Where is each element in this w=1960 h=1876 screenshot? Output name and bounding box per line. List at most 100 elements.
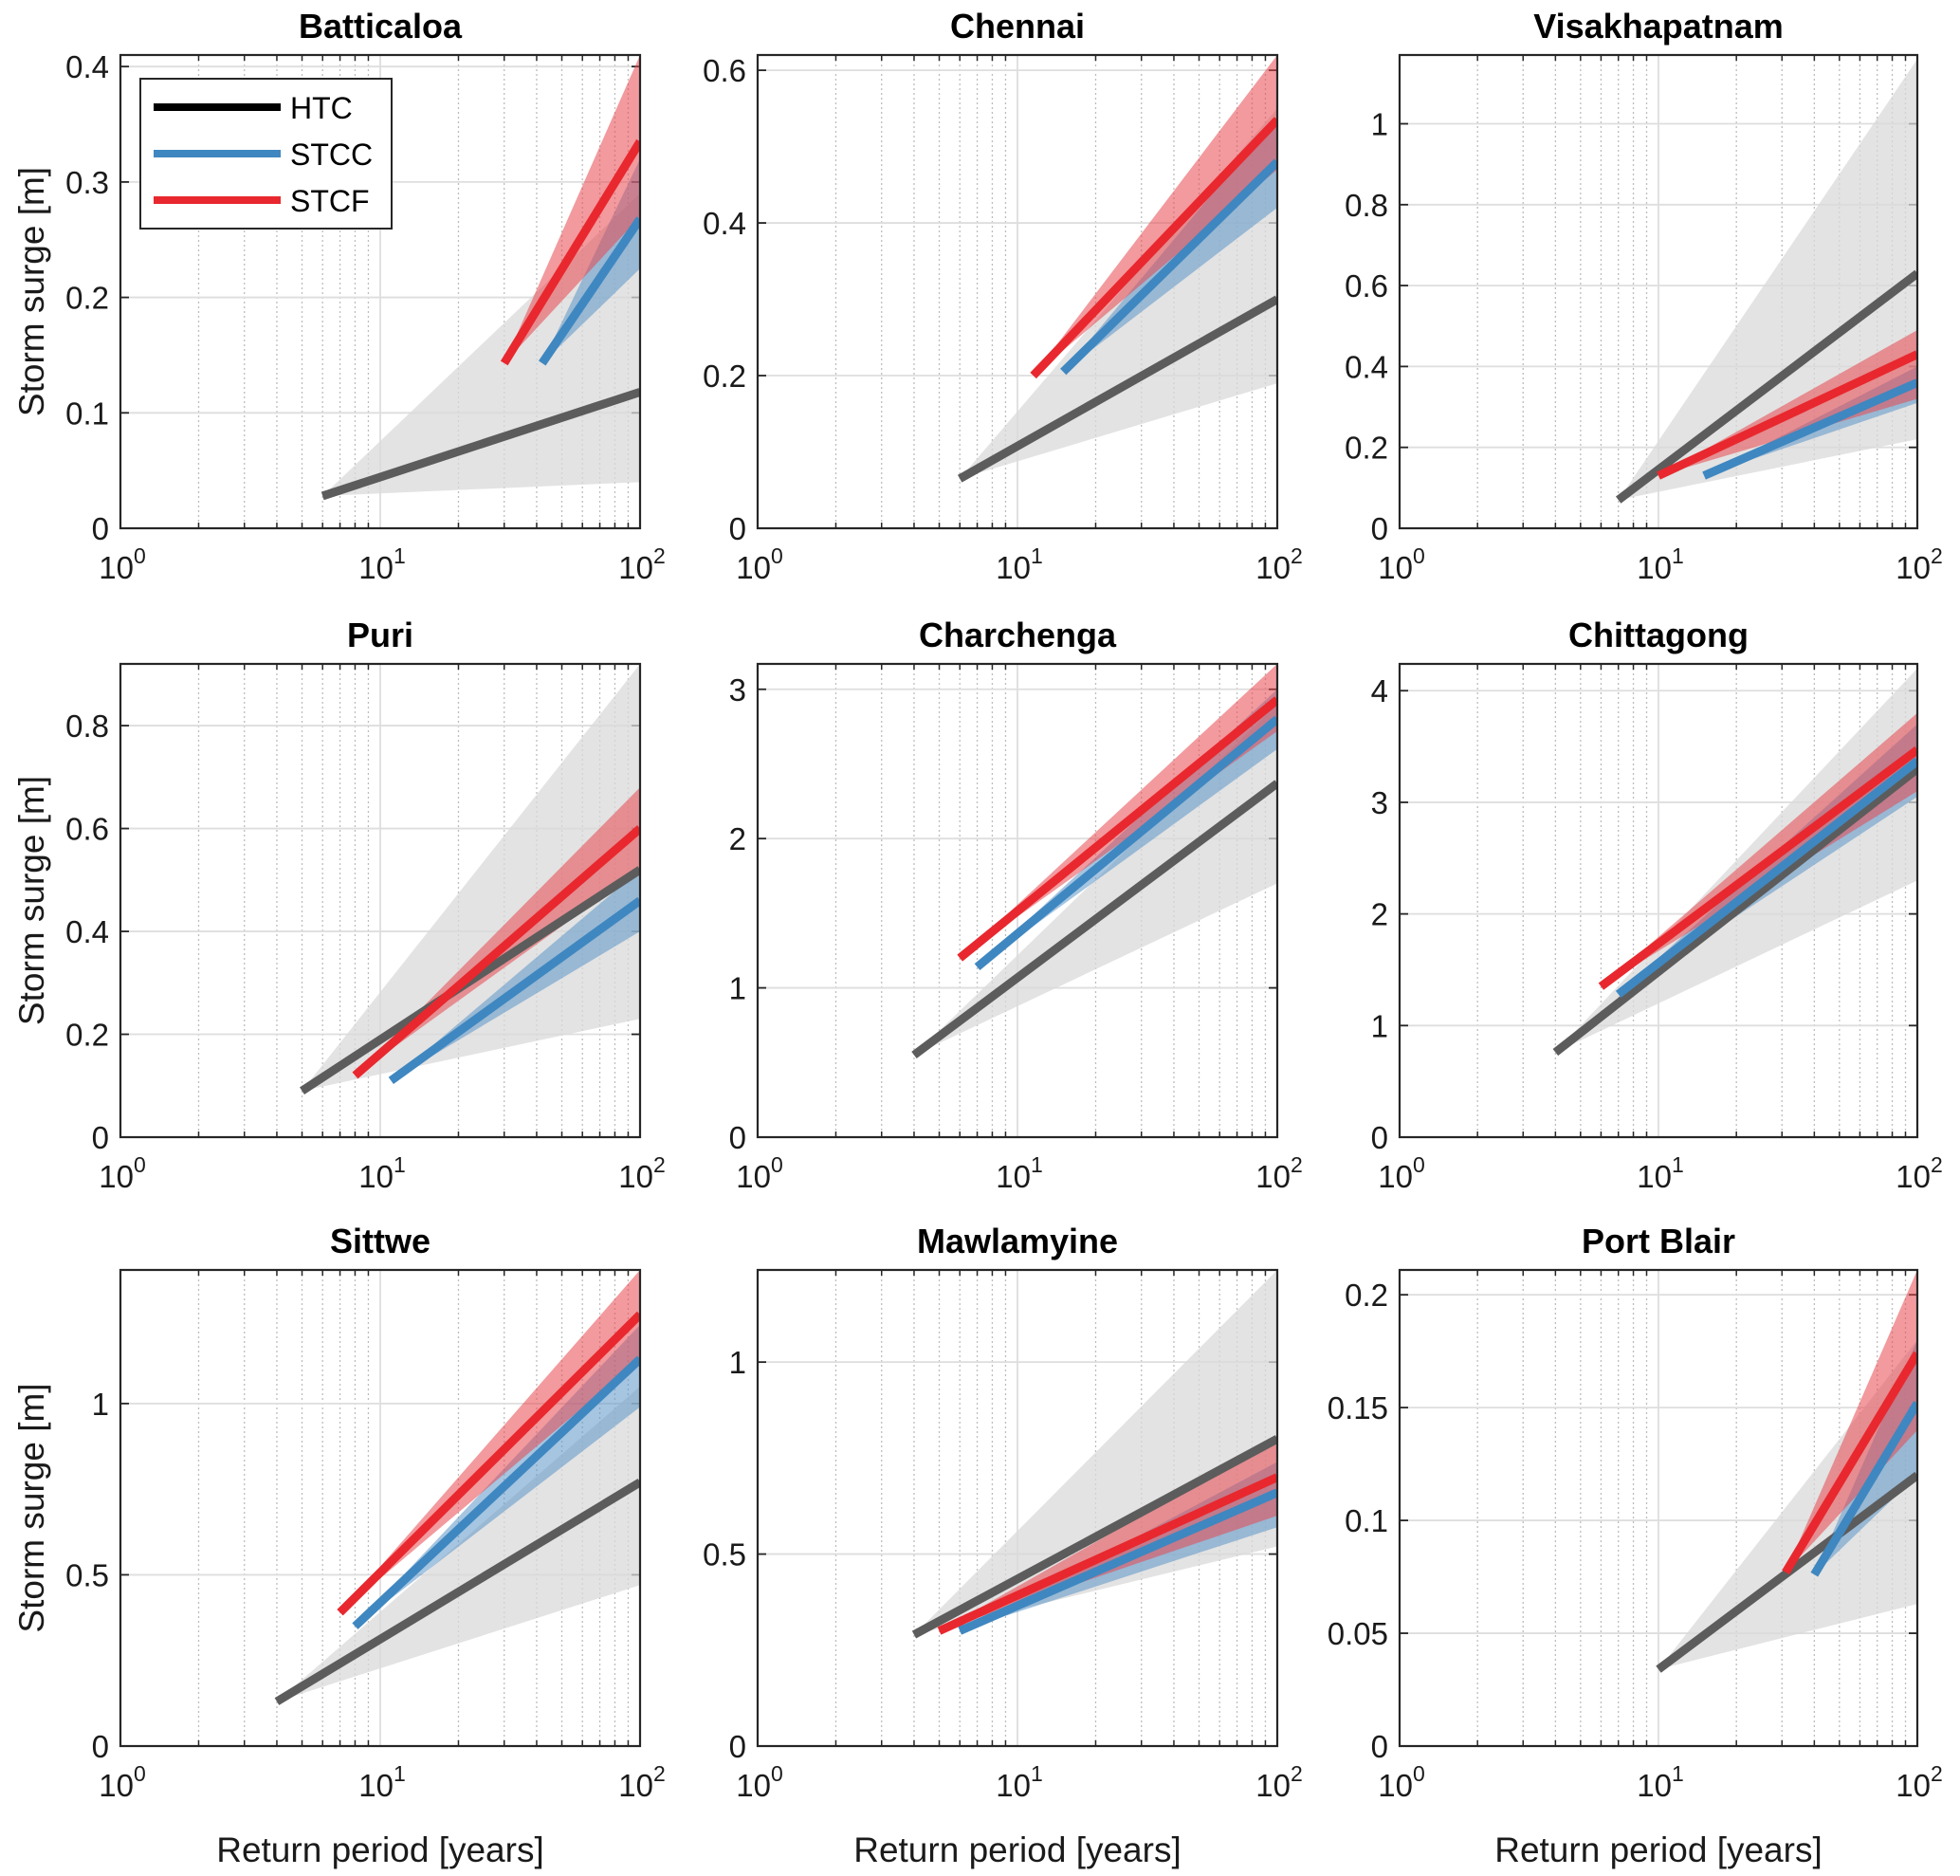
x-tick-exponent: 2	[653, 1152, 666, 1177]
y-axis-label: Storm surge [m]	[12, 167, 51, 416]
band-stcf	[355, 787, 640, 1076]
x-tick-label: 101	[996, 1152, 1043, 1194]
x-tick-exponent: 0	[1413, 543, 1425, 568]
line-htc	[911, 780, 1277, 1059]
line-htc	[321, 388, 640, 501]
y-tick-label: 0.8	[1345, 188, 1388, 223]
y-tick-label: 0	[92, 1729, 109, 1764]
x-tick-base: 10	[358, 1159, 394, 1194]
x-tick-exponent: 1	[394, 543, 406, 568]
band-stcf	[1033, 55, 1277, 377]
y-tick-label: 0	[1371, 1120, 1388, 1155]
x-tick-label: 100	[1378, 1152, 1425, 1194]
y-tick-label: 0.4	[1345, 349, 1388, 384]
panel-title: Batticaloa	[299, 7, 463, 46]
y-tick-label: 2	[1371, 897, 1388, 932]
x-tick-base: 10	[996, 1159, 1031, 1194]
x-tick-base: 10	[1255, 550, 1291, 585]
axes-frame	[1398, 662, 1919, 1139]
x-tick-exponent: 2	[1291, 1761, 1303, 1786]
x-tick-label: 100	[99, 1152, 146, 1194]
x-tick-label: 100	[99, 1761, 146, 1803]
line-stcf	[937, 1473, 1277, 1635]
y-tick-label: 0.2	[65, 1018, 109, 1053]
x-tick-label: 102	[1896, 1761, 1943, 1803]
line-stcc	[1615, 757, 1917, 998]
y-tick-label: 1	[729, 1345, 746, 1380]
series-group	[911, 664, 1277, 1059]
legend: HTC STCC STCF	[139, 78, 393, 230]
y-tick-label: 0.8	[65, 708, 109, 744]
line-htc	[911, 1435, 1277, 1639]
y-axis-label: Storm surge [m]	[12, 1383, 51, 1632]
axes-frame	[1398, 53, 1919, 530]
y-axis-label: Storm surge [m]	[12, 776, 51, 1025]
band-stcc	[541, 158, 640, 363]
y-tick-label: 0	[729, 1729, 746, 1764]
x-tick-base: 10	[1637, 1768, 1672, 1803]
x-tick-exponent: 0	[771, 1761, 783, 1786]
x-tick-base: 10	[99, 550, 134, 585]
x-tick-base: 10	[99, 1159, 134, 1194]
x-tick-label: 100	[736, 543, 783, 585]
legend-label-htc: HTC	[290, 91, 353, 125]
y-tick-label: 0.2	[703, 359, 746, 394]
line-stcc	[1060, 158, 1277, 376]
x-tick-exponent: 2	[653, 1761, 666, 1786]
y-tick-label: 0.2	[65, 281, 109, 316]
series-group	[300, 664, 640, 1094]
band-stcf	[1601, 712, 1917, 987]
y-tick-label: 3	[729, 672, 746, 708]
line-stcc	[539, 216, 640, 366]
line-htc	[957, 295, 1277, 483]
band-htc	[960, 108, 1277, 479]
line-stcf	[352, 825, 640, 1079]
x-tick-exponent: 2	[1291, 1152, 1303, 1177]
line-htc	[274, 1479, 640, 1705]
x-tick-base: 10	[1896, 1159, 1931, 1194]
x-tick-exponent: 1	[1672, 1152, 1684, 1177]
panel-title: Charchenga	[919, 616, 1117, 654]
x-tick-label: 102	[1255, 1152, 1303, 1194]
x-tick-base: 10	[1637, 550, 1672, 585]
panel-title: Chittagong	[1568, 616, 1749, 654]
x-tick-base: 10	[736, 1768, 771, 1803]
x-tick-exponent: 2	[1931, 543, 1943, 568]
x-tick-label: 102	[1255, 1761, 1303, 1803]
x-tick-base: 10	[996, 550, 1031, 585]
y-tick-label: 0	[92, 1120, 109, 1155]
panel-title: Chennai	[950, 7, 1085, 46]
x-tick-base: 10	[1378, 1768, 1413, 1803]
x-tick-base: 10	[1378, 550, 1413, 585]
series-group	[1552, 668, 1917, 1057]
x-tick-base: 10	[618, 1159, 653, 1194]
x-tick-label: 101	[358, 1761, 406, 1803]
x-axis-label: Return period [years]	[1494, 1830, 1823, 1869]
line-stcc	[1702, 378, 1917, 480]
axes-frame	[119, 53, 642, 530]
series-group	[321, 55, 640, 501]
x-tick-exponent: 2	[1291, 543, 1303, 568]
y-tick-label: 0.05	[1328, 1616, 1388, 1651]
x-tick-exponent: 0	[134, 1152, 146, 1177]
y-tick-label: 0.3	[65, 165, 109, 200]
x-tick-exponent: 2	[653, 543, 666, 568]
x-tick-exponent: 1	[1031, 1761, 1043, 1786]
band-stcc	[977, 689, 1277, 967]
series-group	[1656, 1270, 1917, 1673]
axes-frame	[119, 662, 642, 1139]
axes-frame	[756, 53, 1279, 530]
x-tick-exponent: 1	[394, 1152, 406, 1177]
panel-title: Sittwe	[330, 1222, 430, 1260]
axes-frame	[1398, 1268, 1919, 1748]
x-tick-label: 100	[1378, 1761, 1425, 1803]
series-group	[1615, 59, 1917, 504]
line-stcc	[352, 1355, 640, 1629]
y-tick-label: 1	[92, 1387, 109, 1422]
y-tick-label: 0	[1371, 1729, 1388, 1764]
y-tick-label: 0.2	[1345, 431, 1388, 466]
